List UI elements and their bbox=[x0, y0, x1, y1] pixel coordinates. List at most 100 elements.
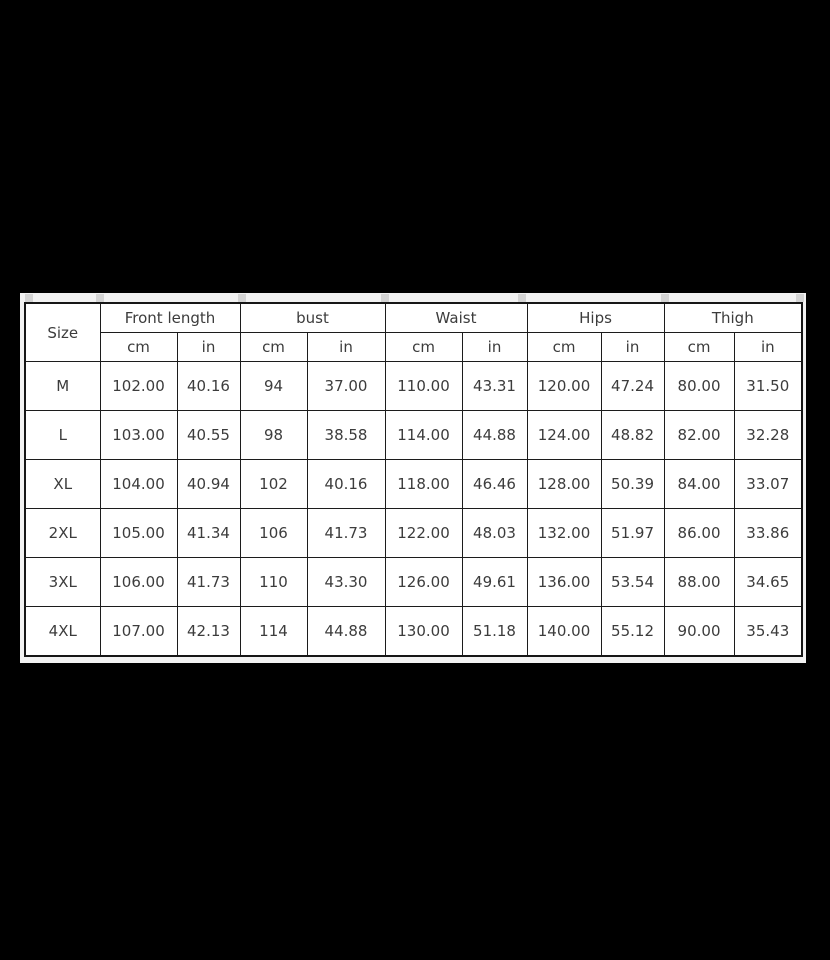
cell-value: 55.12 bbox=[600, 606, 665, 657]
size-label: L bbox=[24, 410, 101, 460]
cell-value: 48.82 bbox=[600, 410, 665, 460]
cell-value: 43.30 bbox=[306, 557, 386, 607]
size-label: M bbox=[24, 361, 101, 411]
cell-value: 31.50 bbox=[733, 361, 803, 411]
cell-value: 98 bbox=[239, 410, 308, 460]
cell-value: 126.00 bbox=[384, 557, 463, 607]
size-chart-screenshot: Size Front length bust Waist Hips Thigh … bbox=[20, 293, 806, 663]
cell-value: 43.31 bbox=[461, 361, 528, 411]
cell-value: 86.00 bbox=[663, 508, 735, 558]
unit-in: in bbox=[176, 332, 241, 362]
cell-value: 107.00 bbox=[99, 606, 178, 657]
cell-value: 80.00 bbox=[663, 361, 735, 411]
size-label: 4XL bbox=[24, 606, 101, 657]
table-row: 2XL 105.00 41.34 106 41.73 122.00 48.03 … bbox=[24, 508, 803, 558]
cell-value: 41.34 bbox=[176, 508, 241, 558]
cell-value: 47.24 bbox=[600, 361, 665, 411]
cell-value: 105.00 bbox=[99, 508, 178, 558]
cell-value: 106 bbox=[239, 508, 308, 558]
cell-value: 44.88 bbox=[306, 606, 386, 657]
unit-in: in bbox=[461, 332, 528, 362]
cell-value: 33.07 bbox=[733, 459, 803, 509]
cell-value: 84.00 bbox=[663, 459, 735, 509]
table-resize-handle bbox=[238, 294, 246, 302]
table-resize-handle bbox=[518, 294, 526, 302]
size-label: XL bbox=[24, 459, 101, 509]
cell-value: 120.00 bbox=[526, 361, 602, 411]
cell-value: 118.00 bbox=[384, 459, 463, 509]
cell-value: 41.73 bbox=[176, 557, 241, 607]
cell-value: 40.94 bbox=[176, 459, 241, 509]
cell-value: 106.00 bbox=[99, 557, 178, 607]
cell-value: 136.00 bbox=[526, 557, 602, 607]
header-waist: Waist bbox=[384, 302, 528, 333]
cell-value: 88.00 bbox=[663, 557, 735, 607]
cell-value: 114 bbox=[239, 606, 308, 657]
header-hips: Hips bbox=[526, 302, 665, 333]
cell-value: 90.00 bbox=[663, 606, 735, 657]
cell-value: 49.61 bbox=[461, 557, 528, 607]
header-unit-row: cm in cm in cm in cm in cm in bbox=[25, 332, 803, 362]
cell-value: 140.00 bbox=[526, 606, 602, 657]
table-resize-handle bbox=[25, 294, 33, 302]
cell-value: 38.58 bbox=[306, 410, 386, 460]
cell-value: 104.00 bbox=[99, 459, 178, 509]
cell-value: 94 bbox=[239, 361, 308, 411]
cell-value: 122.00 bbox=[384, 508, 463, 558]
cell-value: 35.43 bbox=[733, 606, 803, 657]
header-group-row: Size Front length bust Waist Hips Thigh bbox=[24, 302, 803, 362]
header-size: Size bbox=[24, 302, 101, 362]
cell-value: 46.46 bbox=[461, 459, 528, 509]
size-label: 3XL bbox=[24, 557, 101, 607]
cell-value: 128.00 bbox=[526, 459, 602, 509]
cell-value: 32.28 bbox=[733, 410, 803, 460]
cell-value: 33.86 bbox=[733, 508, 803, 558]
cell-value: 103.00 bbox=[99, 410, 178, 460]
cell-value: 48.03 bbox=[461, 508, 528, 558]
cell-value: 37.00 bbox=[306, 361, 386, 411]
unit-cm: cm bbox=[663, 332, 735, 362]
unit-cm: cm bbox=[384, 332, 463, 362]
cell-value: 110.00 bbox=[384, 361, 463, 411]
unit-in: in bbox=[306, 332, 386, 362]
cell-value: 40.16 bbox=[176, 361, 241, 411]
cell-value: 53.54 bbox=[600, 557, 665, 607]
cell-value: 110 bbox=[239, 557, 308, 607]
cell-value: 50.39 bbox=[600, 459, 665, 509]
table-row: 4XL 107.00 42.13 114 44.88 130.00 51.18 … bbox=[24, 606, 803, 657]
cell-value: 44.88 bbox=[461, 410, 528, 460]
size-chart-table: Size Front length bust Waist Hips Thigh … bbox=[24, 302, 804, 657]
cell-value: 42.13 bbox=[176, 606, 241, 657]
cell-value: 124.00 bbox=[526, 410, 602, 460]
cell-value: 130.00 bbox=[384, 606, 463, 657]
table-row: L 103.00 40.55 98 38.58 114.00 44.88 124… bbox=[24, 410, 803, 460]
header-front-length: Front length bbox=[99, 302, 241, 333]
cell-value: 40.55 bbox=[176, 410, 241, 460]
cell-value: 34.65 bbox=[733, 557, 803, 607]
table-row: XL 104.00 40.94 102 40.16 118.00 46.46 1… bbox=[24, 459, 803, 509]
header-bust: bust bbox=[239, 302, 386, 333]
size-label: 2XL bbox=[24, 508, 101, 558]
cell-value: 51.18 bbox=[461, 606, 528, 657]
cell-value: 40.16 bbox=[306, 459, 386, 509]
cell-value: 102.00 bbox=[99, 361, 178, 411]
unit-cm: cm bbox=[99, 332, 178, 362]
cell-value: 41.73 bbox=[306, 508, 386, 558]
table-row: M 102.00 40.16 94 37.00 110.00 43.31 120… bbox=[24, 361, 803, 411]
table-resize-handle bbox=[796, 294, 804, 302]
table-row: 3XL 106.00 41.73 110 43.30 126.00 49.61 … bbox=[24, 557, 803, 607]
unit-in: in bbox=[600, 332, 665, 362]
table-resize-handle bbox=[96, 294, 104, 302]
cell-value: 102 bbox=[239, 459, 308, 509]
unit-cm: cm bbox=[239, 332, 308, 362]
table-resize-handle bbox=[661, 294, 669, 302]
unit-in: in bbox=[733, 332, 803, 362]
cell-value: 82.00 bbox=[663, 410, 735, 460]
table-resize-handle bbox=[381, 294, 389, 302]
header-thigh: Thigh bbox=[663, 302, 803, 333]
cell-value: 51.97 bbox=[600, 508, 665, 558]
unit-cm: cm bbox=[526, 332, 602, 362]
cell-value: 132.00 bbox=[526, 508, 602, 558]
cell-value: 114.00 bbox=[384, 410, 463, 460]
